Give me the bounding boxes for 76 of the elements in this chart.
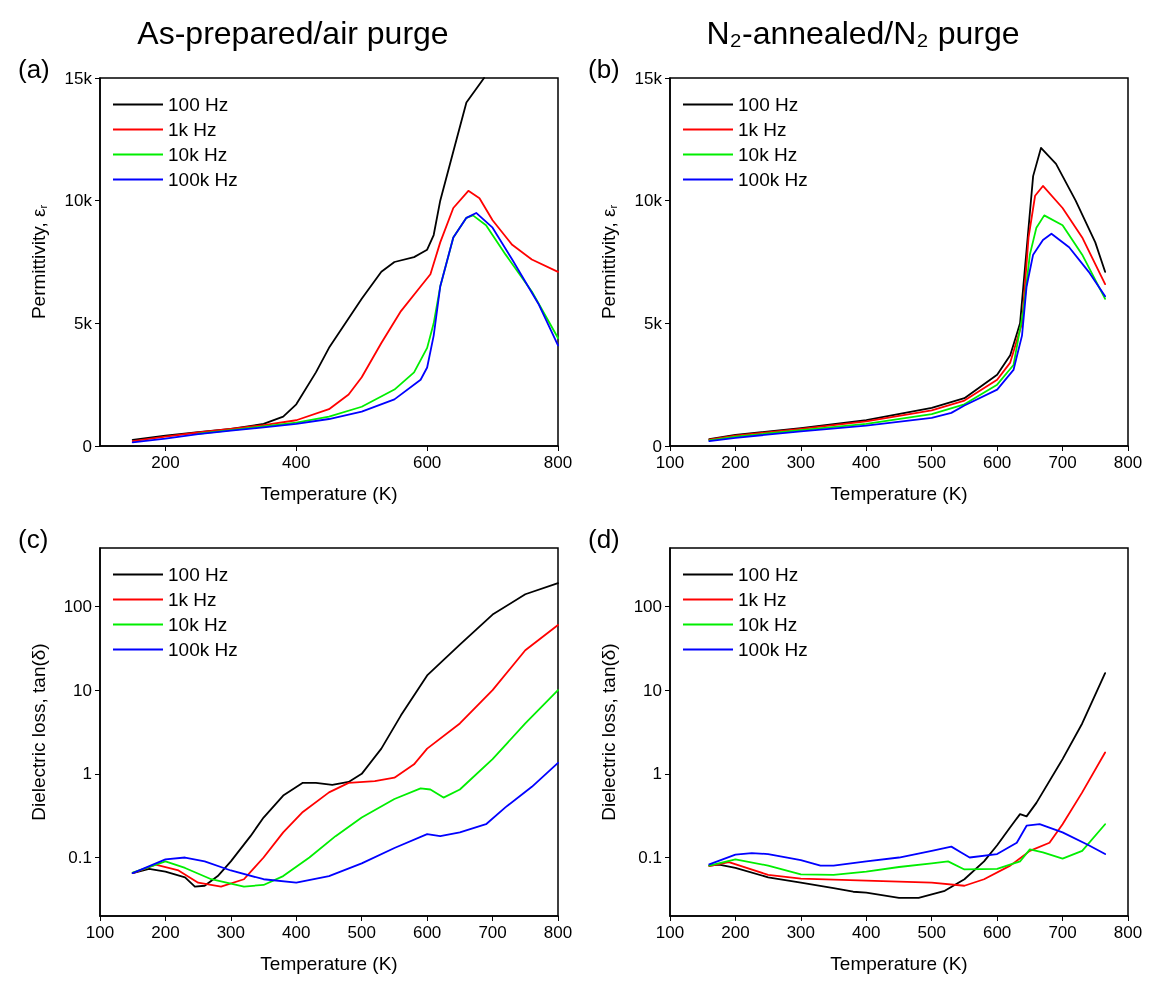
x-tick-label: 300 <box>216 923 246 942</box>
legend-label: 100 Hz <box>738 564 799 585</box>
y-axis-title: Dielectric loss, tan(δ) <box>28 643 49 821</box>
legend-label: 100 Hz <box>738 94 799 115</box>
legend-label: 10k Hz <box>168 614 228 635</box>
y-tick-label: 10k <box>64 191 93 211</box>
legend-label: 10k Hz <box>738 614 798 635</box>
x-tick-label: 200 <box>721 453 750 472</box>
legend-label: 100k Hz <box>738 639 808 660</box>
x-axis-title: Temperature (K) <box>830 953 968 974</box>
text: (d) <box>588 524 620 554</box>
text: (c) <box>18 524 49 554</box>
x-tick-label: 200 <box>151 453 180 472</box>
chart-title: N₂-annealed/N₂ purge <box>706 15 1020 51</box>
y-axis-title: Permittivity, εr <box>598 204 619 320</box>
y-axis-title: Permittivity, εr <box>28 204 49 320</box>
legend-label: 10k Hz <box>738 144 798 165</box>
y-tick-label: 0.1 <box>638 848 662 868</box>
text: (b) <box>588 54 620 84</box>
x-tick-label: 800 <box>1113 923 1143 942</box>
legend-label: 10k Hz <box>168 144 228 165</box>
x-tick-label: 400 <box>852 923 881 942</box>
y-tick-label: 5k <box>74 313 93 333</box>
x-axis-title: Temperature (K) <box>260 953 398 974</box>
x-tick-label: 400 <box>282 453 311 472</box>
legend-label: 1k Hz <box>168 589 217 610</box>
y-axis-title: Dielectric loss, tan(δ) <box>598 643 619 821</box>
x-axis-title: Temperature (K) <box>260 483 398 504</box>
legend-label: 100 Hz <box>168 94 229 115</box>
y-tick-label: 0 <box>652 436 662 456</box>
x-tick-label: 400 <box>852 453 881 472</box>
legend-label: 1k Hz <box>738 589 787 610</box>
x-tick-label: 700 <box>1048 453 1077 472</box>
x-tick-label: 400 <box>282 923 311 942</box>
y-tick-label: 10k <box>634 191 663 211</box>
x-tick-label: 500 <box>917 453 946 472</box>
x-tick-label: 600 <box>412 923 442 942</box>
x-tick-label: 200 <box>151 923 180 942</box>
legend-label: 100k Hz <box>168 169 238 190</box>
x-tick-label: 200 <box>721 923 750 942</box>
line-series <box>708 823 1106 867</box>
x-tick-label: 500 <box>347 923 376 942</box>
x-tick-label: 800 <box>1113 453 1143 472</box>
x-tick-label: 700 <box>1048 923 1077 942</box>
text: (a) <box>18 54 50 84</box>
x-axis-title: Temperature (K) <box>830 483 968 504</box>
legend-label: 100 Hz <box>168 564 229 585</box>
y-tick-label: 15k <box>64 68 93 88</box>
x-tick-label: 600 <box>982 453 1012 472</box>
legend-label: 100k Hz <box>168 639 238 660</box>
x-tick-label: 300 <box>786 923 816 942</box>
y-tick-label: 1 <box>82 764 92 784</box>
x-tick-label: 300 <box>786 453 816 472</box>
y-tick-label: 100 <box>633 596 662 616</box>
y-tick-label: 0 <box>82 436 92 456</box>
y-tick-label: 15k <box>634 68 663 88</box>
line-series <box>131 689 559 888</box>
legend-label: 1k Hz <box>168 119 217 140</box>
x-tick-label: 500 <box>917 923 946 942</box>
x-tick-label: 600 <box>982 923 1012 942</box>
legend-label: 100k Hz <box>738 169 808 190</box>
x-tick-label: 700 <box>478 923 507 942</box>
x-tick-label: 800 <box>543 923 573 942</box>
y-tick-label: 1 <box>652 764 662 784</box>
line-series <box>131 762 559 884</box>
y-tick-label: 5k <box>644 313 663 333</box>
y-tick-label: 0.1 <box>68 848 92 868</box>
chart-title: As-prepared/air purge <box>137 15 449 51</box>
y-tick-label: 10 <box>643 680 662 700</box>
x-tick-label: 800 <box>543 453 573 472</box>
line-series <box>708 751 1106 887</box>
legend-label: 1k Hz <box>738 119 787 140</box>
y-tick-label: 10 <box>73 680 92 700</box>
line-series <box>708 823 1106 876</box>
x-tick-label: 600 <box>412 453 442 472</box>
y-tick-label: 100 <box>63 596 92 616</box>
